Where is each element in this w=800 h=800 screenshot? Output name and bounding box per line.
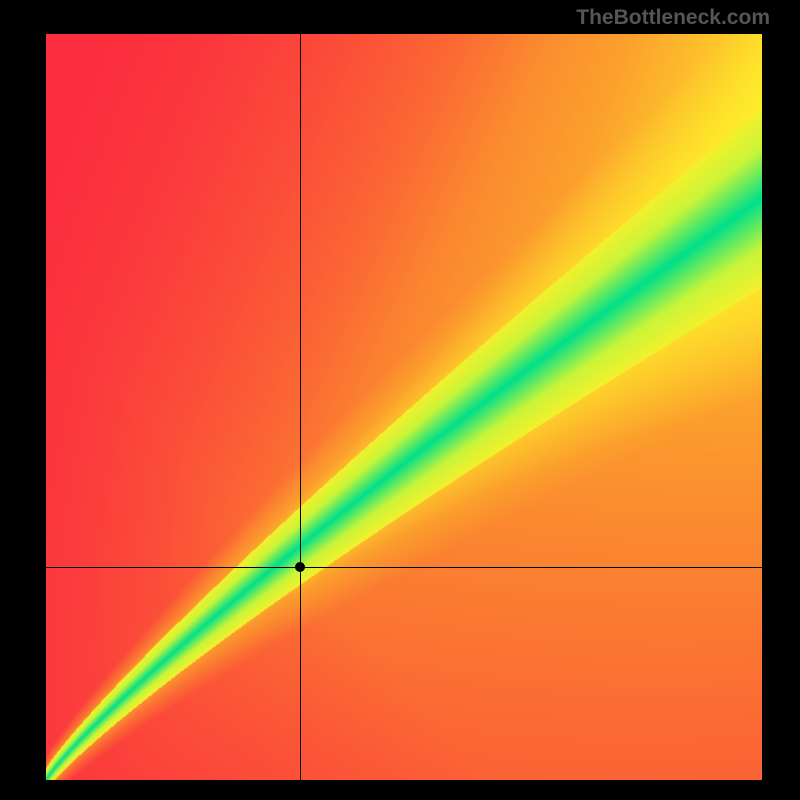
- crosshair-horizontal: [46, 567, 762, 568]
- crosshair-vertical: [300, 34, 301, 780]
- heatmap-canvas: [46, 34, 762, 780]
- watermark-text: TheBottleneck.com: [576, 6, 770, 30]
- crosshair-marker: [295, 562, 305, 572]
- heatmap-plot-area: [46, 34, 762, 780]
